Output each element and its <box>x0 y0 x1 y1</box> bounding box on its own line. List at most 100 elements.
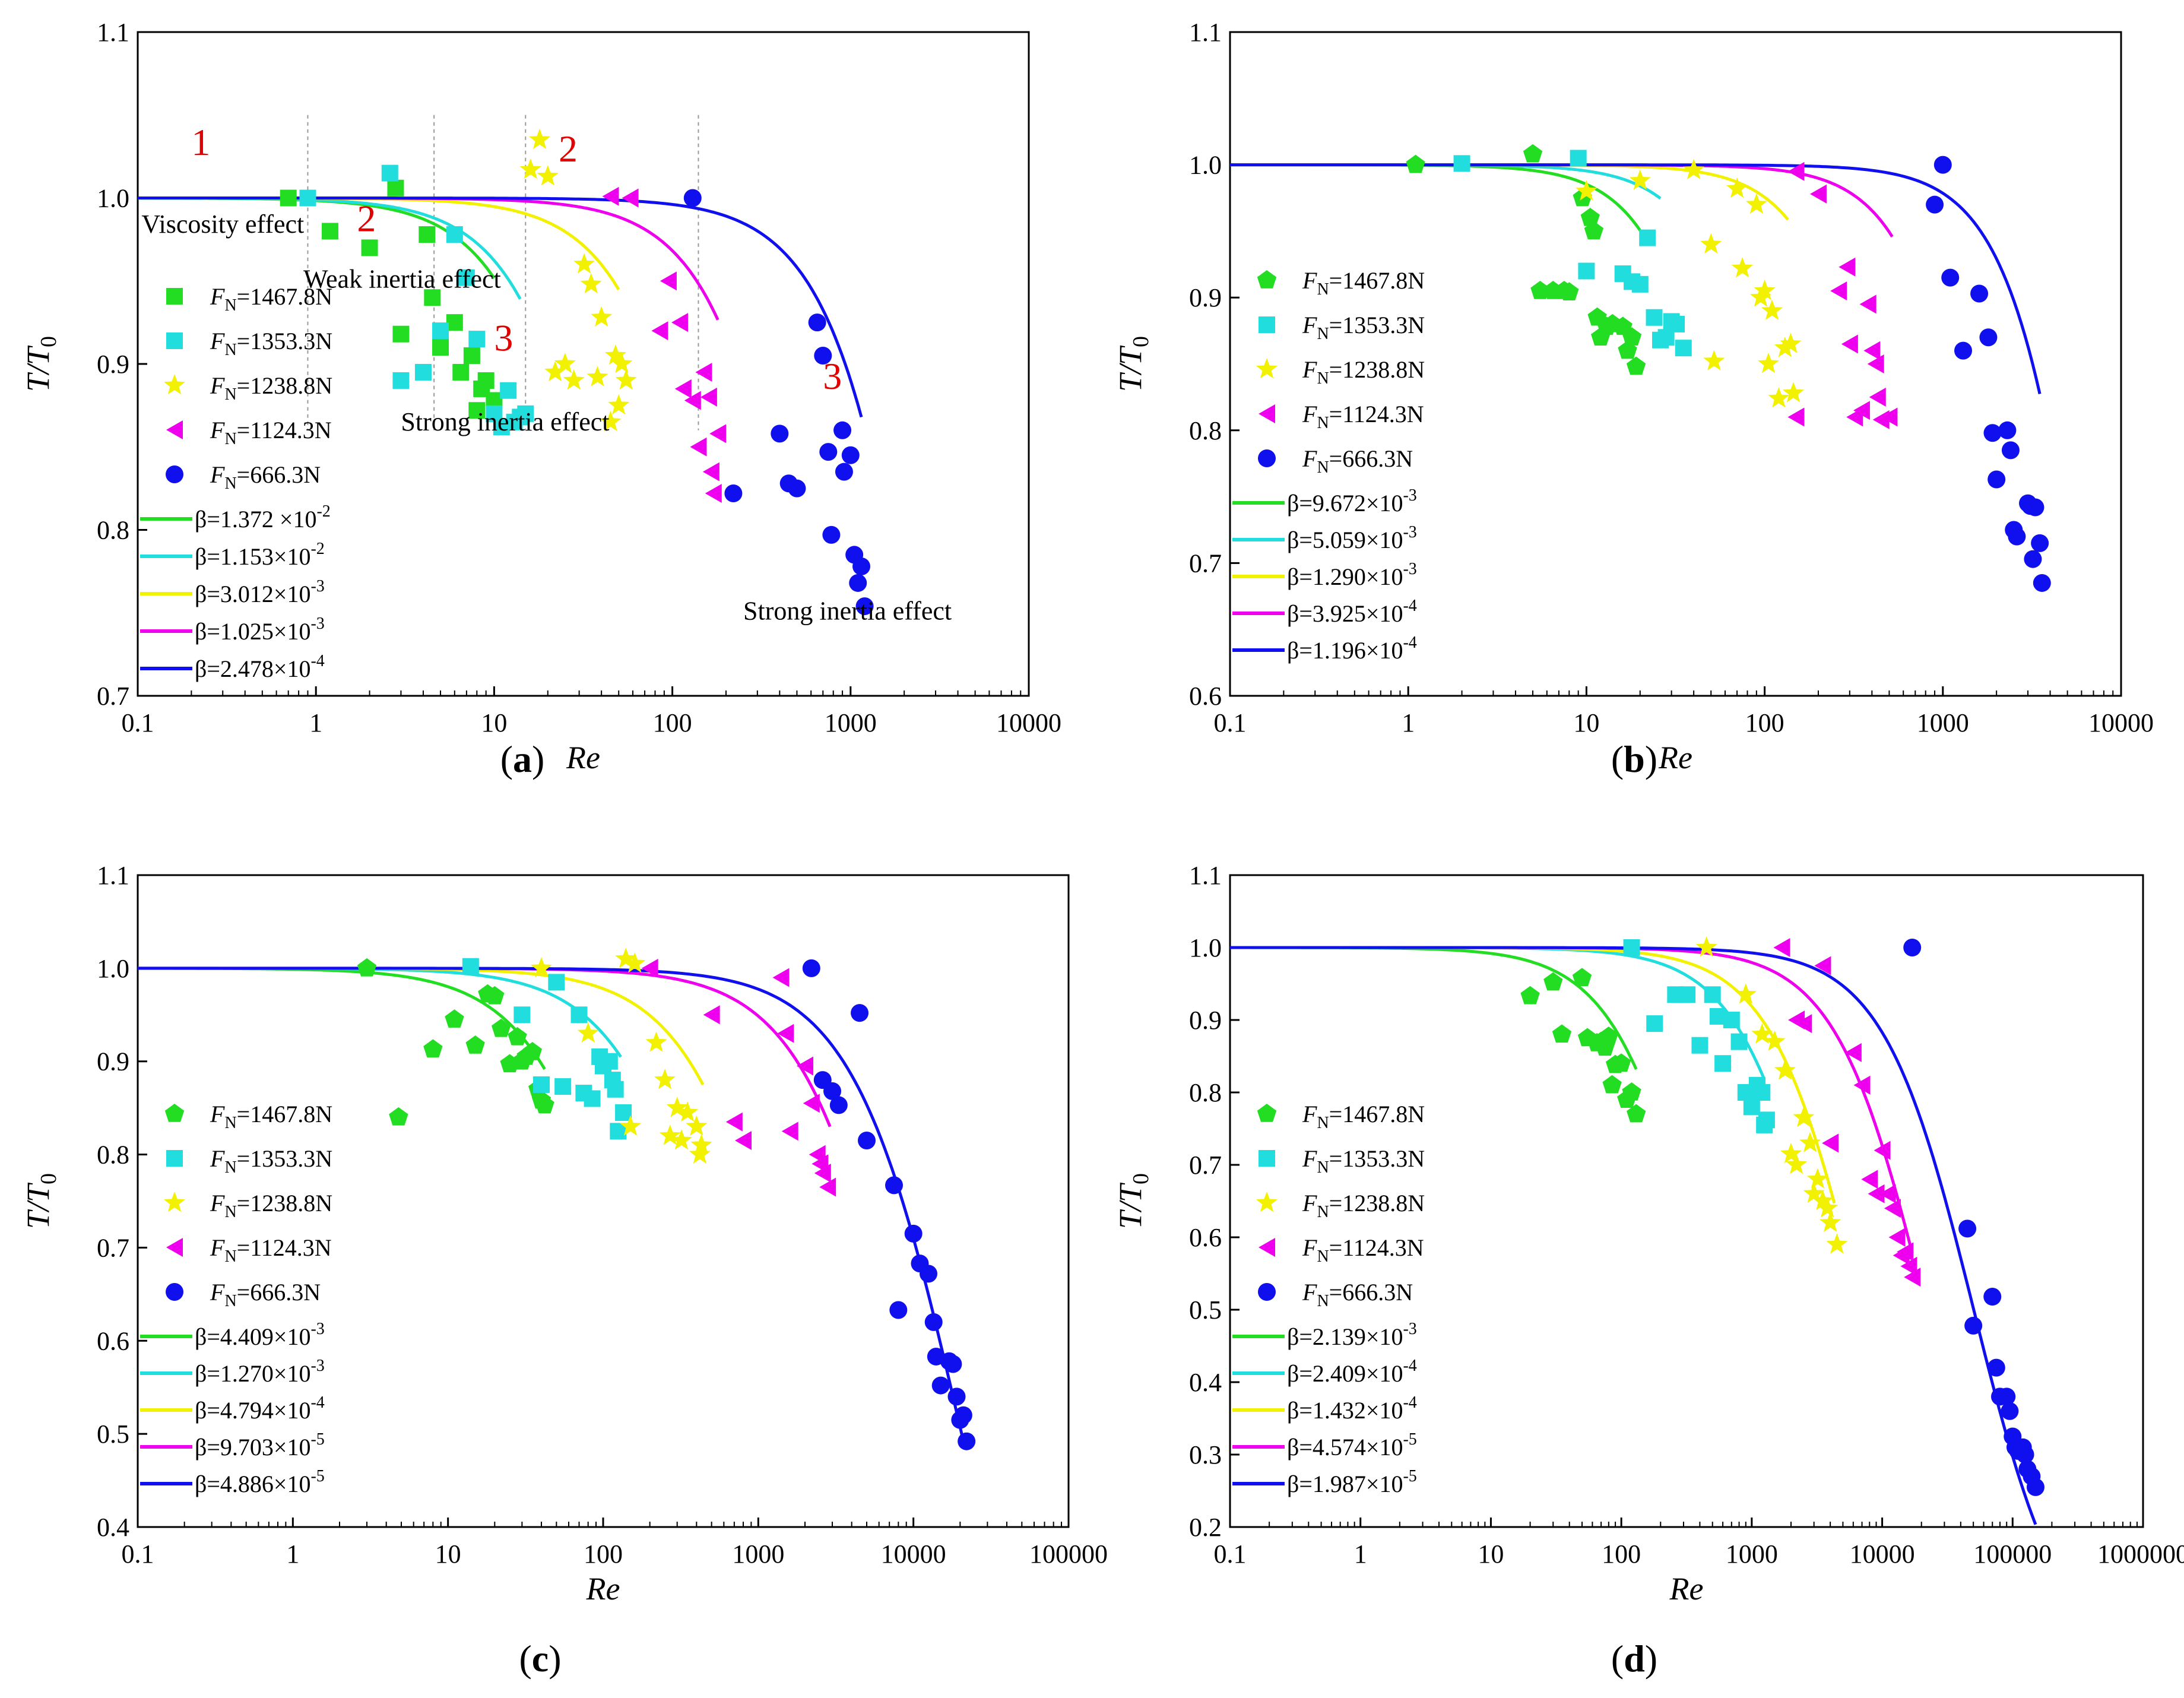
legend-force-value: =1353.3N <box>1329 1145 1425 1172</box>
legend-beta-exp: -5 <box>1403 1467 1416 1485</box>
y-tick-label: 0.9 <box>97 1047 129 1076</box>
panel-d: 0.1 1 10 100 1000 10000 100000 1000000 0.2 0.3 0.4… <box>1112 861 2184 1680</box>
data-point-series-4 <box>1869 387 1886 407</box>
data-point-series-3 <box>580 273 602 294</box>
data-point-series-4 <box>1853 401 1870 420</box>
data-point-series-5 <box>1941 268 1960 287</box>
legend-beta: β=5.059×10 <box>1287 527 1403 553</box>
data-point-series-5 <box>2031 534 2049 552</box>
data-point-series-4 <box>622 188 639 208</box>
data-point-series-5 <box>1987 1358 2005 1377</box>
legend-force-sub: N <box>1317 369 1329 388</box>
legend-beta: β=4.574×10 <box>1287 1434 1403 1461</box>
data-point-series-2 <box>446 226 463 243</box>
data-point-series-3 <box>537 165 559 186</box>
data-point-series-5 <box>2001 441 2020 460</box>
legend-beta-exp: -4 <box>310 1393 324 1412</box>
data-point-series-2 <box>1675 340 1692 357</box>
data-point-series-2 <box>1723 1012 1740 1028</box>
data-point-series-3 <box>519 158 541 179</box>
data-point-series-2 <box>1691 1037 1708 1054</box>
legend-force-sub: N <box>224 1158 236 1177</box>
data-point-series-5 <box>1954 341 1973 360</box>
data-point-series-5 <box>2008 527 2026 546</box>
legend-fit-label: β=1.270×10-3 <box>195 1357 325 1387</box>
data-point-series-5 <box>1933 156 1952 174</box>
legend-force-sub: N <box>224 1203 236 1221</box>
legend-fit-label: β=1.987×10-5 <box>1287 1467 1417 1497</box>
panel-label-letter: d <box>1624 1637 1645 1680</box>
legend-force-symbol: F <box>210 1234 225 1261</box>
legend-beta: β=9.672×10 <box>1287 490 1403 517</box>
data-point-series-4 <box>684 391 701 410</box>
legend-label: FN=1467.8N <box>1302 1101 1425 1132</box>
legend-beta-exp: -3 <box>1403 486 1416 505</box>
data-point-series-5 <box>851 1004 869 1022</box>
data-point-series-4 <box>1888 1228 1906 1247</box>
x-tick-label: 100000 <box>1029 1539 1108 1569</box>
x-axis-label: Re <box>586 1571 620 1607</box>
region-number: 1 <box>191 121 210 163</box>
data-point-series-5 <box>1964 1316 1983 1335</box>
data-point-series-5 <box>889 1301 908 1319</box>
data-point-series-1 <box>1520 986 1540 1005</box>
data-point-series-4 <box>819 1177 836 1197</box>
legend-force-sub: N <box>1317 325 1329 343</box>
data-point-series-3 <box>677 1101 699 1122</box>
legend-beta-exp: -4 <box>1403 1393 1416 1412</box>
data-point-series-3 <box>1780 332 1802 353</box>
legend-marker <box>166 1283 183 1301</box>
y-tick-label: 1.0 <box>1189 151 1222 180</box>
x-tick-label: 1 <box>1402 708 1415 737</box>
data-point-series-1 <box>1530 281 1550 299</box>
legend-label: FN=1353.3N <box>1302 1145 1425 1177</box>
data-point-series-5 <box>944 1355 962 1373</box>
legend-marker <box>163 1192 186 1212</box>
data-point-series-1 <box>419 226 436 243</box>
legend-label: FN=1467.8N <box>210 1101 332 1132</box>
data-point-series-2 <box>392 372 410 389</box>
data-point-series-3 <box>577 1022 599 1043</box>
y-tick-label: 0.3 <box>1189 1440 1222 1469</box>
legend-force-symbol: F <box>210 461 225 488</box>
legend-beta-exp: -3 <box>310 1357 324 1375</box>
legend-fit-label: β=4.794×10-4 <box>195 1393 325 1424</box>
data-point-series-3 <box>615 948 637 968</box>
data-point-series-2 <box>381 164 398 182</box>
data-point-series-3 <box>1761 299 1783 320</box>
effect-annotation: Strong inertia effect <box>401 407 609 436</box>
data-point-series-1 <box>1572 968 1592 986</box>
data-point-series-1 <box>452 363 470 381</box>
data-point-series-3 <box>1576 180 1597 201</box>
legend-force-sub: N <box>224 341 236 359</box>
data-point-series-1 <box>1626 356 1646 375</box>
legend-force-symbol: F <box>1302 1279 1317 1306</box>
data-point-series-5 <box>833 421 852 439</box>
legend-fit-label: β=1.025×10-3 <box>195 614 325 645</box>
plot-area <box>1230 936 2044 1525</box>
legend-label: FN=666.3N <box>210 1279 321 1310</box>
plot-frame <box>1229 31 2122 697</box>
data-point-series-2 <box>615 1104 632 1121</box>
legend-force-symbol: F <box>1302 1145 1317 1172</box>
data-point-series-4 <box>803 1094 820 1113</box>
legend-fit-label: β=4.574×10-5 <box>1287 1430 1417 1461</box>
plot-area <box>138 948 976 1450</box>
data-point-series-4 <box>602 186 619 206</box>
legend-fit-label: β=4.886×10-5 <box>195 1467 325 1497</box>
legend-beta: β=1.372 ×10 <box>195 506 316 533</box>
data-point-series-1 <box>432 339 449 356</box>
legend-force-value: =1124.3N <box>237 1234 332 1261</box>
data-point-series-4 <box>814 1163 831 1183</box>
legend-force-symbol: F <box>1302 356 1317 383</box>
x-tick-label: 1000000 <box>2097 1539 2184 1569</box>
data-point-series-3 <box>1700 233 1722 254</box>
effect-annotation: Strong inertia effect <box>743 596 952 625</box>
data-point-series-2 <box>468 331 486 348</box>
panel-label-open: ( <box>519 1637 531 1680</box>
legend-beta: β=9.703×10 <box>195 1434 310 1461</box>
data-point-series-5 <box>857 1132 876 1150</box>
panel-label-letter: b <box>1624 738 1645 780</box>
data-point-series-3 <box>689 1143 711 1164</box>
